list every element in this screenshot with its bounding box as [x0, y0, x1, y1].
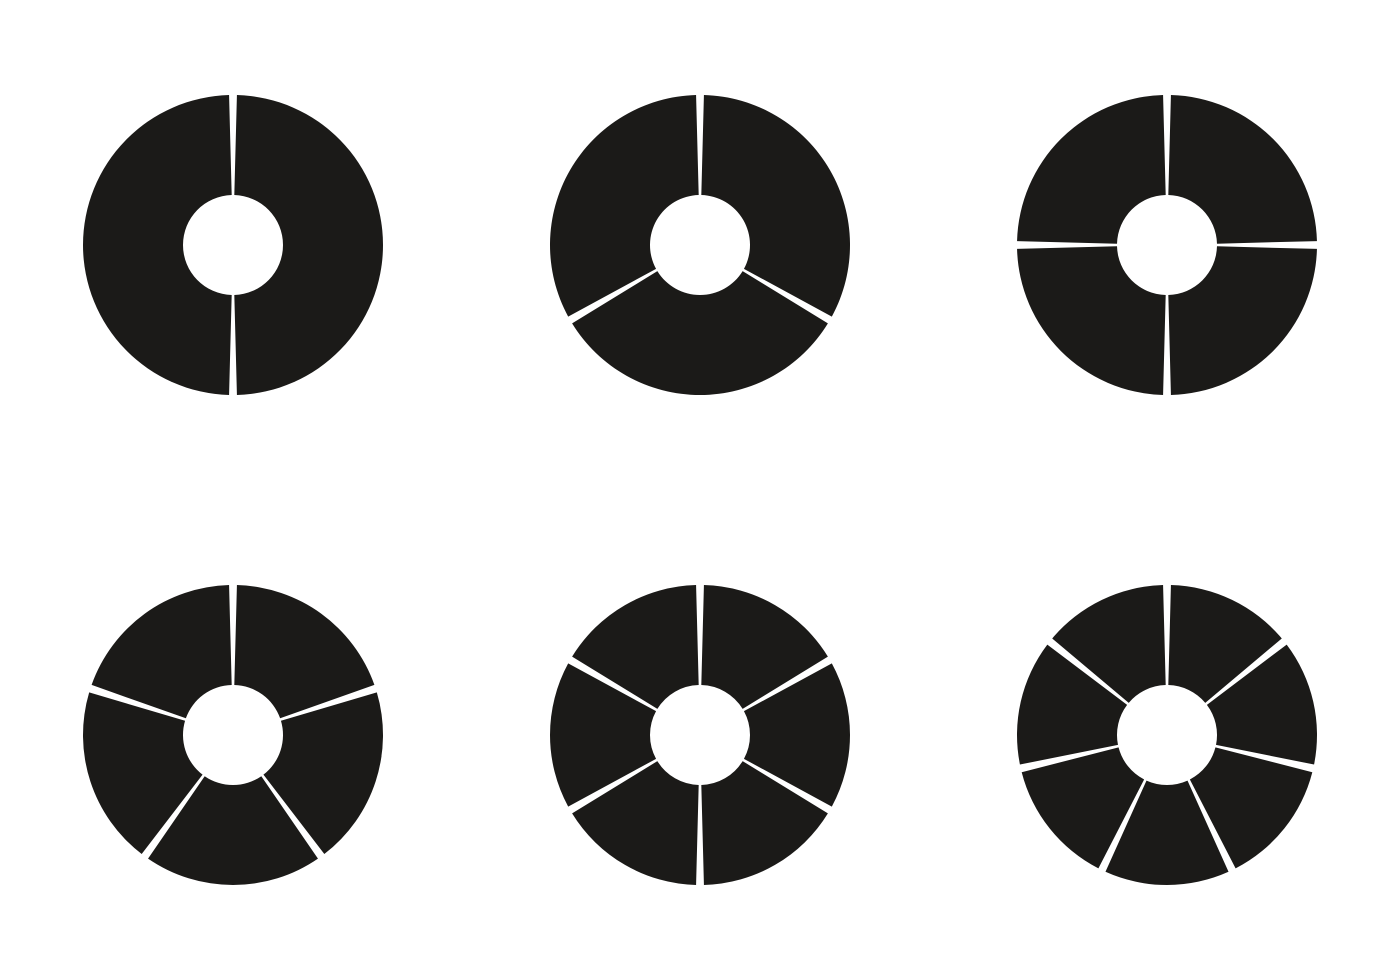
- donut-3-segments-icon: [540, 85, 860, 405]
- donut-segment: [1017, 95, 1166, 244]
- donut-segment: [1168, 95, 1317, 244]
- donut-cell-7: [933, 490, 1400, 980]
- donut-segment: [550, 95, 699, 317]
- donut-7-segments-icon: [1007, 575, 1327, 895]
- donut-segment: [235, 585, 375, 718]
- donut-4-segments-icon: [1007, 85, 1327, 405]
- donut-segment: [83, 95, 232, 395]
- donut-grid: [0, 0, 1400, 980]
- donut-segment: [235, 95, 384, 395]
- donut-2-segments-icon: [73, 85, 393, 405]
- donut-cell-2: [0, 0, 467, 490]
- donut-segment: [1168, 246, 1317, 395]
- donut-segment: [92, 585, 232, 718]
- donut-segment: [1017, 246, 1166, 395]
- donut-6-segments-icon: [540, 575, 860, 895]
- donut-5-segments-icon: [73, 575, 393, 895]
- donut-cell-3: [467, 0, 934, 490]
- donut-cell-6: [467, 490, 934, 980]
- donut-cell-4: [933, 0, 1400, 490]
- donut-segment: [701, 95, 850, 317]
- donut-cell-5: [0, 490, 467, 980]
